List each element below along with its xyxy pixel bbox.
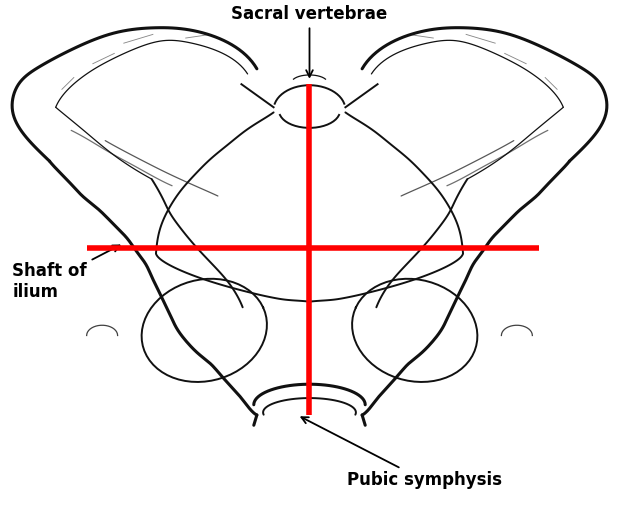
- Text: Shaft of
ilium: Shaft of ilium: [12, 245, 119, 301]
- Text: Pubic symphysis: Pubic symphysis: [301, 417, 501, 489]
- Text: Sacral vertebrae: Sacral vertebrae: [232, 5, 387, 77]
